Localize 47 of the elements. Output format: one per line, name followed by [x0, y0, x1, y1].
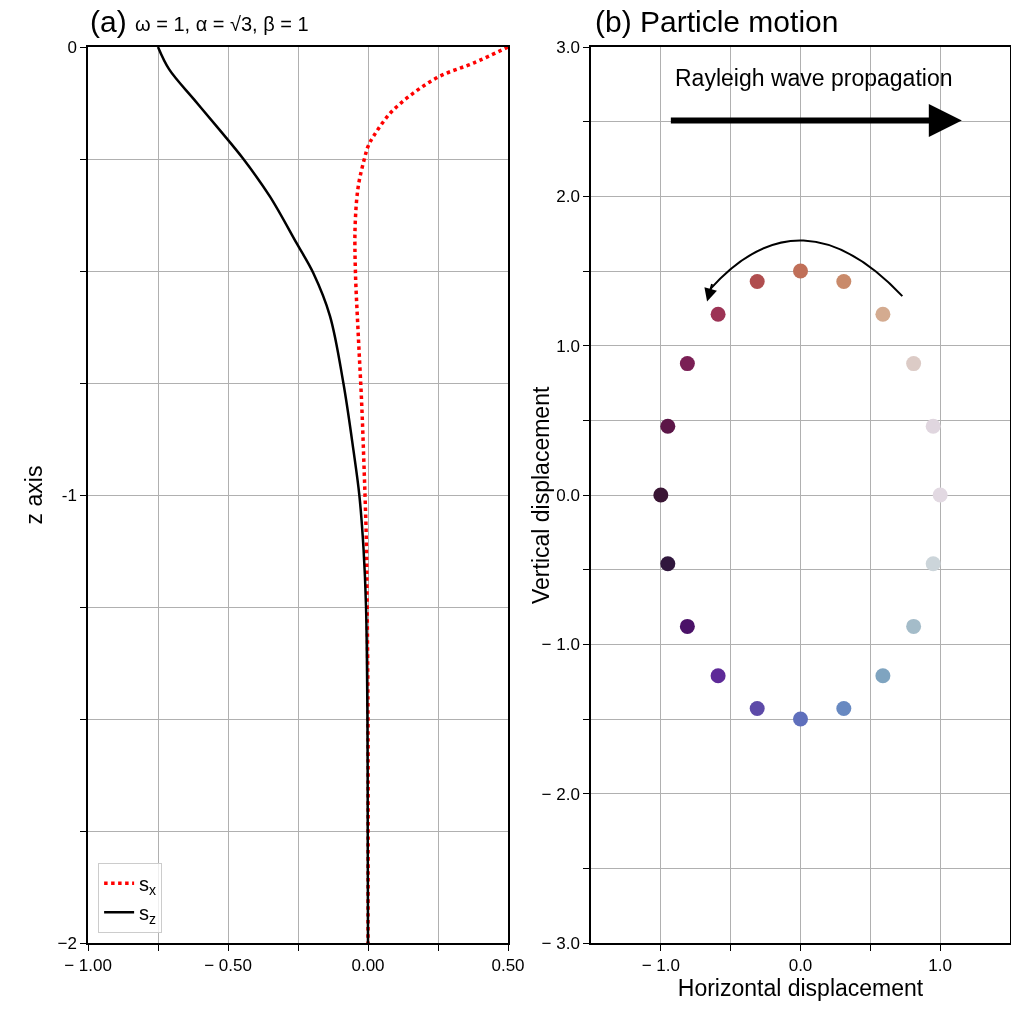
point [660, 556, 676, 572]
point [906, 618, 922, 634]
x-tick-label: 0.00 [351, 956, 385, 976]
point [679, 618, 695, 634]
point [660, 418, 676, 434]
y-tick-label: − 1.0 [541, 635, 580, 655]
point [925, 418, 941, 434]
y-tick-label: − 2.0 [541, 784, 580, 804]
x-tick-label: 0.50 [491, 956, 525, 976]
y-axis-title: z axis [21, 465, 48, 525]
y-tick-label: 2.0 [556, 187, 580, 207]
legend-label: s$_{x}$ [139, 873, 157, 899]
point [836, 701, 852, 717]
point [906, 356, 922, 372]
point [793, 263, 808, 279]
point [679, 356, 695, 372]
point [749, 273, 765, 289]
y-tick-label: −2 [57, 933, 77, 953]
y-axis-title: Vertical displacement [528, 386, 554, 604]
x-tick-label: − 1.0 [641, 956, 680, 976]
y-tick-label: − 3.0 [541, 933, 580, 953]
point [836, 273, 852, 289]
x-tick-label: − 0.50 [204, 956, 252, 976]
point [793, 711, 808, 727]
x-axis-title: Horizontal displacement [677, 975, 924, 1002]
x-tick-label: 0.0 [788, 956, 813, 976]
point [710, 668, 726, 684]
y-tick-label: 3.0 [556, 37, 580, 57]
point [875, 668, 891, 684]
point [932, 487, 948, 503]
point [749, 701, 765, 717]
point [710, 306, 726, 322]
point [653, 487, 669, 503]
point [875, 306, 891, 322]
y-tick-label: 0.0 [556, 485, 580, 505]
y-tick-label: 0 [67, 37, 77, 57]
x-tick-label: 1.0 [928, 956, 952, 976]
chart-title: (a) [90, 5, 127, 38]
y-tick-label: 1.0 [556, 336, 580, 356]
x-tick-label: − 1.00 [64, 956, 112, 976]
chart-title: (b) Particle motion [595, 5, 839, 38]
y-tick-label: -1 [61, 485, 77, 505]
line-series [353, 47, 508, 943]
point [925, 556, 941, 572]
chart-subtitle: ω = 1, α = √3, β = 1 [135, 13, 309, 35]
legend-label: s$_{z}$ [139, 902, 157, 928]
annotation: Rayleigh wave propagation [675, 65, 953, 91]
